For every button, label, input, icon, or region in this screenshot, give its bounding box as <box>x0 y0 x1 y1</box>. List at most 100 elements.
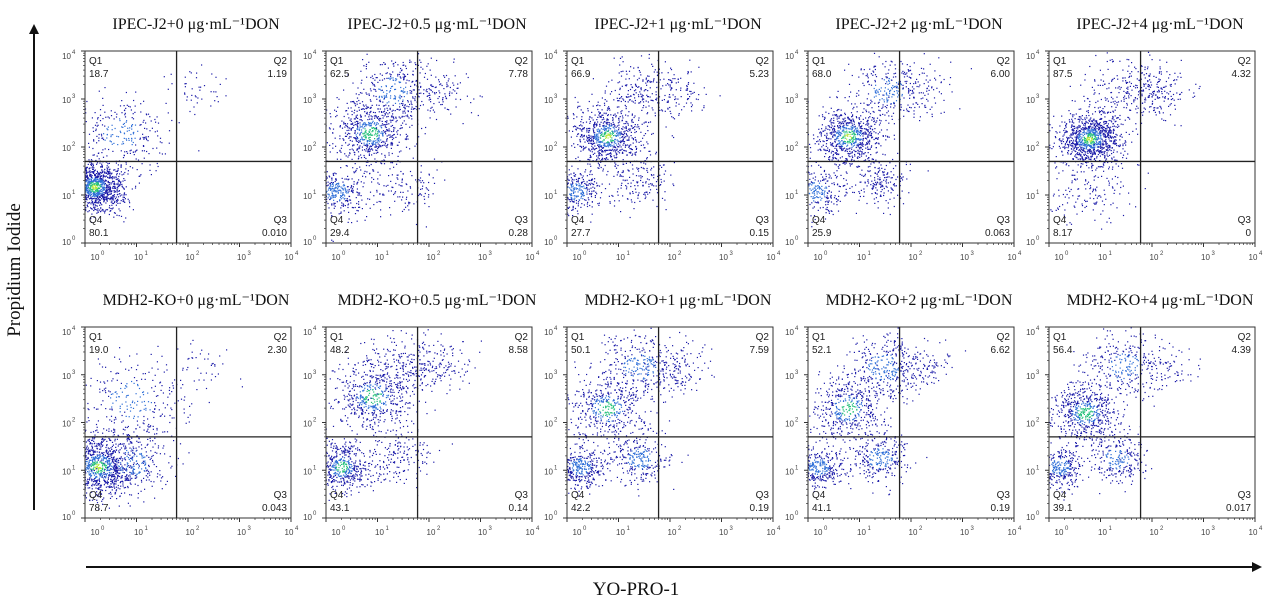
event-dot <box>650 169 652 171</box>
event-dot <box>652 109 654 111</box>
event-dot <box>391 144 393 146</box>
event-dot <box>697 98 699 101</box>
event-dot <box>591 178 594 180</box>
event-dot <box>368 116 370 118</box>
event-dot <box>588 199 590 201</box>
event-dot <box>656 71 658 73</box>
event-dot <box>356 149 358 151</box>
event-dot <box>91 167 93 169</box>
event-dot <box>389 130 391 132</box>
event-dot <box>381 131 383 133</box>
event-dot <box>95 187 97 189</box>
quadrant-percent-q1: 66.9 <box>571 69 591 80</box>
event-dot <box>87 196 89 198</box>
event-dot <box>370 76 372 79</box>
event-dot <box>632 191 634 193</box>
event-dot <box>178 122 180 124</box>
event-dot <box>87 195 89 197</box>
event-dot <box>375 90 377 92</box>
event-dot <box>443 75 445 77</box>
event-dot <box>86 100 88 103</box>
event-dot <box>122 187 125 189</box>
event-dot <box>68 203 69 204</box>
event-dot <box>79 184 80 185</box>
event-dot <box>95 195 97 197</box>
event-dot <box>599 140 601 142</box>
event-dot <box>372 82 374 84</box>
event-dot <box>433 103 435 105</box>
event-dot <box>625 120 627 123</box>
event-dot <box>818 182 821 184</box>
event-dot <box>118 190 120 192</box>
event-dot <box>339 196 342 198</box>
event-dot <box>591 213 593 215</box>
event-dot <box>159 141 161 143</box>
event-dot <box>122 200 124 202</box>
event-dot <box>134 187 137 189</box>
event-dot <box>393 166 395 168</box>
event-dot <box>126 104 128 106</box>
event-dot <box>406 114 409 116</box>
event-dot <box>398 73 400 76</box>
event-dot <box>363 144 365 146</box>
event-dot <box>365 131 367 133</box>
quadrant-percent-q3: 0.010 <box>262 228 287 239</box>
event-dot <box>411 90 413 92</box>
event-dot <box>139 175 141 177</box>
event-dot <box>813 200 815 202</box>
panel-title: IPEC-J2+1 μg·mL⁻¹DON <box>594 16 762 33</box>
event-dot <box>65 205 66 206</box>
event-dot <box>79 195 80 196</box>
event-dot <box>581 194 583 196</box>
event-dot <box>625 114 627 116</box>
event-dot <box>48 172 49 173</box>
event-dot <box>416 108 418 111</box>
event-dot <box>312 213 313 214</box>
event-dot <box>592 129 595 131</box>
event-dot <box>398 109 400 111</box>
event-dot <box>102 187 104 189</box>
event-dot <box>114 186 116 188</box>
event-dot <box>592 153 594 155</box>
event-dot <box>419 193 421 195</box>
event-dot <box>225 95 227 97</box>
event-dot <box>90 175 92 177</box>
event-dot <box>599 113 601 115</box>
event-dot <box>826 197 828 200</box>
event-dot <box>673 162 675 164</box>
event-dot <box>367 161 369 163</box>
event-dot <box>824 187 826 189</box>
event-dot <box>364 130 366 133</box>
event-dot <box>334 172 336 174</box>
event-dot <box>122 141 124 143</box>
event-dot <box>388 91 391 93</box>
event-dot <box>95 194 97 196</box>
event-dot <box>855 212 857 214</box>
event-dot <box>365 150 367 152</box>
event-dot <box>399 81 401 84</box>
event-dot <box>373 84 375 86</box>
event-dot <box>608 122 611 124</box>
event-dot <box>83 185 84 186</box>
event-dot <box>390 75 392 77</box>
event-dot <box>358 206 360 208</box>
event-dot <box>607 130 609 132</box>
event-dot <box>387 109 389 111</box>
event-dot <box>73 180 74 181</box>
event-dot <box>568 199 570 201</box>
event-dot <box>613 146 615 148</box>
event-dot <box>126 151 128 153</box>
event-dot <box>642 80 644 82</box>
event-dot <box>391 186 393 188</box>
event-dot <box>379 99 381 101</box>
event-dot <box>368 139 370 141</box>
event-dot <box>693 82 695 84</box>
panel: IPEC-J2+1 μg·mL⁻¹DONQ166.9Q25.23Q30.15Q4… <box>544 16 781 262</box>
event-dot <box>646 169 648 172</box>
event-dot <box>577 203 579 205</box>
event-dot <box>368 94 370 96</box>
event-dot <box>616 139 618 141</box>
event-dot <box>585 188 587 190</box>
event-dot <box>106 189 108 191</box>
event-dot <box>91 171 93 173</box>
